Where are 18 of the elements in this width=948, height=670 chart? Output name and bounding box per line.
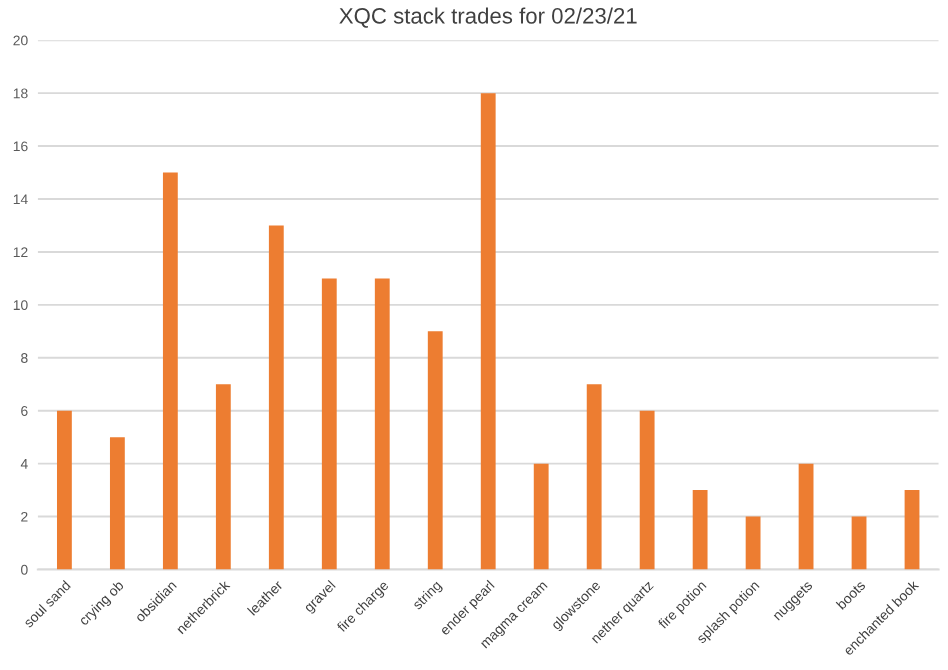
bar [480,93,496,570]
bar [162,172,178,570]
bar [533,463,549,570]
bar [904,490,920,570]
bar [692,490,708,570]
bar [56,410,72,570]
bar [109,437,125,570]
bar [374,278,390,570]
chart-title: XQC stack trades for 02/23/21 [339,7,637,28]
bar [798,463,814,570]
bar [639,410,655,570]
bar [586,384,602,570]
bar [745,516,761,570]
bar [851,516,867,570]
bar [321,278,337,570]
bar [427,331,443,570]
bar [268,225,284,570]
bar [215,384,231,570]
